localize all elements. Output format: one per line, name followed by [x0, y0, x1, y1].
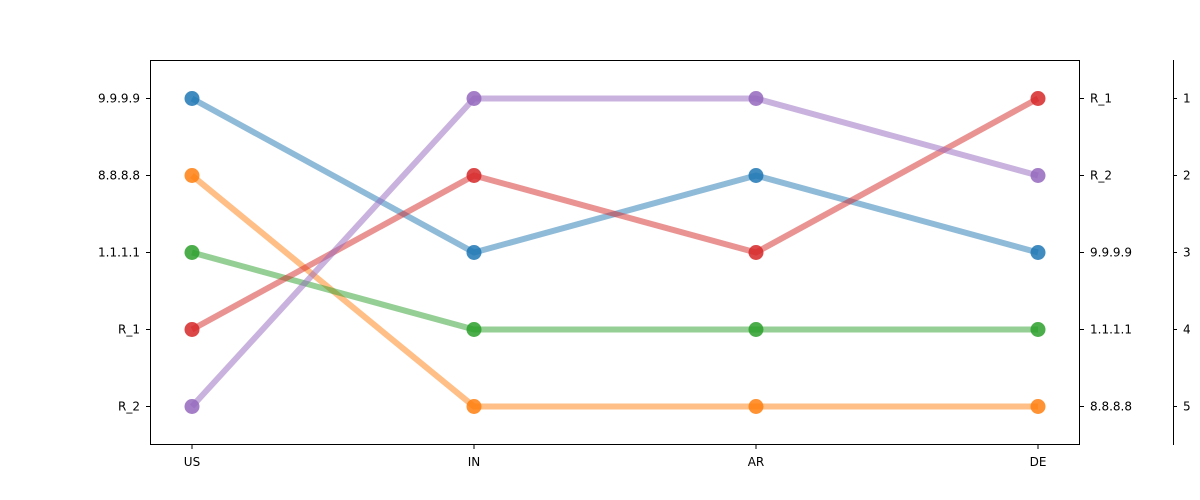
x-tick-label: AR	[748, 455, 765, 469]
series-point	[1030, 399, 1046, 414]
right-y-tick-label: R_2	[1090, 169, 1112, 183]
series-point	[184, 91, 200, 106]
series-point	[748, 322, 764, 337]
rank-tick-label: 3	[1183, 246, 1191, 260]
series-point	[1030, 168, 1046, 183]
rank-tick-label: 4	[1183, 323, 1191, 337]
series-point	[184, 168, 200, 183]
left-y-tick-label: 1.1.1.1	[98, 246, 140, 260]
series-line	[190, 95, 1039, 256]
x-tick-label: US	[184, 455, 200, 469]
right-y-tick-label: R_1	[1090, 92, 1112, 106]
right-y-tick-label: 9.9.9.9	[1090, 246, 1132, 260]
series-point	[1030, 91, 1046, 106]
series-point	[1030, 322, 1046, 337]
right-y-tick-label: 1.1.1.1	[1090, 323, 1132, 337]
series-point	[748, 91, 764, 106]
left-y-tick-label: R_2	[118, 400, 140, 414]
axes	[150, 60, 1174, 445]
x-tick-label: DE	[1030, 455, 1047, 469]
series-point	[466, 245, 482, 260]
series-point	[466, 168, 482, 183]
x-tick-label: IN	[468, 455, 481, 469]
rank-tick-label: 1	[1183, 92, 1191, 106]
series-line	[191, 249, 1038, 333]
series-point	[466, 399, 482, 414]
right-y-tick-label: 8.8.8.8	[1090, 400, 1132, 414]
rank-tick-label: 2	[1183, 169, 1191, 183]
series-line	[189, 95, 1039, 409]
series-point	[748, 245, 764, 260]
left-y-tick-label: 9.9.9.9	[98, 92, 140, 106]
ticks: US IN AR DE 9.9.9.9 8.8.8.8 1.1.1.1 R_1 R_2 R_1 R_…	[98, 92, 1191, 470]
left-y-tick-label: R_1	[118, 323, 140, 337]
series-point	[184, 245, 200, 260]
series-lines	[189, 95, 1040, 410]
series-line	[190, 95, 1040, 333]
series-line	[190, 173, 1038, 410]
series-point	[184, 399, 200, 414]
series-point	[748, 168, 764, 183]
series-point	[184, 322, 200, 337]
left-y-tick-label: 8.8.8.8	[98, 169, 140, 183]
plot-frame	[150, 60, 1080, 445]
series-point	[466, 91, 482, 106]
series-point	[748, 399, 764, 414]
series-point	[1030, 245, 1046, 260]
series-point	[466, 322, 482, 337]
series-points	[184, 91, 1046, 414]
rank-tick-label: 5	[1183, 400, 1191, 414]
